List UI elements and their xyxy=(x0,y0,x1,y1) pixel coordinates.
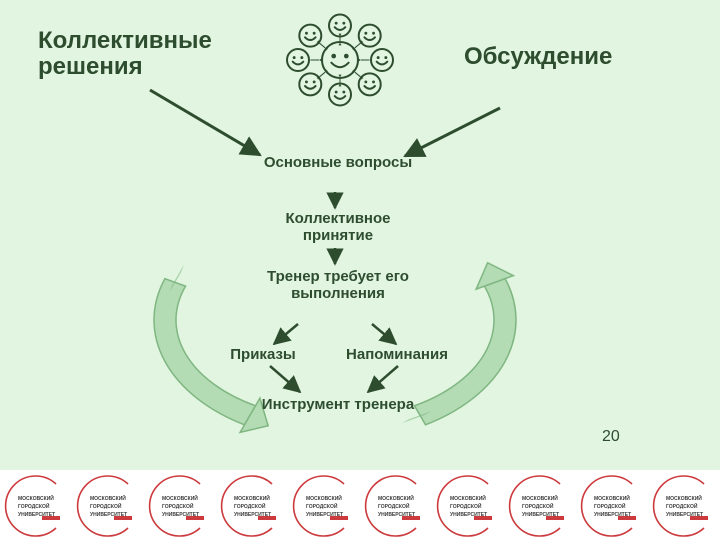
svg-text:МОСКОВСКИЙ: МОСКОВСКИЙ xyxy=(306,494,342,502)
label-collective-accept: Коллективное принятие xyxy=(258,210,418,245)
title-collective-decisions: Коллективные решения xyxy=(38,28,218,81)
svg-text:МОСКОВСКИЙ: МОСКОВСКИЙ xyxy=(378,494,414,502)
svg-text:МОСКОВСКИЙ: МОСКОВСКИЙ xyxy=(90,494,126,502)
svg-text:ГОРОДСКОЙ: ГОРОДСКОЙ xyxy=(450,502,482,510)
label-main-questions: Основные вопросы xyxy=(258,154,418,171)
label-coach-demands: Тренер требует его выполнения xyxy=(258,268,418,303)
label-reminders: Напоминания xyxy=(332,346,462,363)
label-orders: Приказы xyxy=(208,346,318,363)
svg-text:МОСКОВСКИЙ: МОСКОВСКИЙ xyxy=(522,494,558,502)
svg-text:ГОРОДСКОЙ: ГОРОДСКОЙ xyxy=(162,502,194,510)
svg-text:МОСКОВСКИЙ: МОСКОВСКИЙ xyxy=(234,494,270,502)
svg-text:МОСКОВСКИЙ: МОСКОВСКИЙ xyxy=(594,494,630,502)
svg-text:ГОРОДСКОЙ: ГОРОДСКОЙ xyxy=(666,502,698,510)
slide: Коллективные решения Обсуждение Основные… xyxy=(0,0,720,540)
svg-text:ГОРОДСКОЙ: ГОРОДСКОЙ xyxy=(234,502,266,510)
svg-text:МОСКОВСКИЙ: МОСКОВСКИЙ xyxy=(666,494,702,502)
svg-text:МОСКОВСКИЙ: МОСКОВСКИЙ xyxy=(162,494,198,502)
svg-text:ГОРОДСКОЙ: ГОРОДСКОЙ xyxy=(90,502,122,510)
svg-text:ГОРОДСКОЙ: ГОРОДСКОЙ xyxy=(522,502,554,510)
svg-text:МОСКОВСКИЙ: МОСКОВСКИЙ xyxy=(18,494,54,502)
label-coach-tool: Инструмент тренера xyxy=(258,396,418,413)
svg-text:ГОРОДСКОЙ: ГОРОДСКОЙ xyxy=(306,502,338,510)
footer-logos: МОСКОВСКИЙГОРОДСКОЙУНИВЕРСИТЕТМОСКОВСКИЙ… xyxy=(0,470,720,540)
svg-text:ГОРОДСКОЙ: ГОРОДСКОЙ xyxy=(594,502,626,510)
title-discussion: Обсуждение xyxy=(464,44,624,70)
svg-text:ГОРОДСКОЙ: ГОРОДСКОЙ xyxy=(18,502,50,510)
svg-text:МОСКОВСКИЙ: МОСКОВСКИЙ xyxy=(450,494,486,502)
page-number: 20 xyxy=(602,428,620,446)
svg-text:ГОРОДСКОЙ: ГОРОДСКОЙ xyxy=(378,502,410,510)
